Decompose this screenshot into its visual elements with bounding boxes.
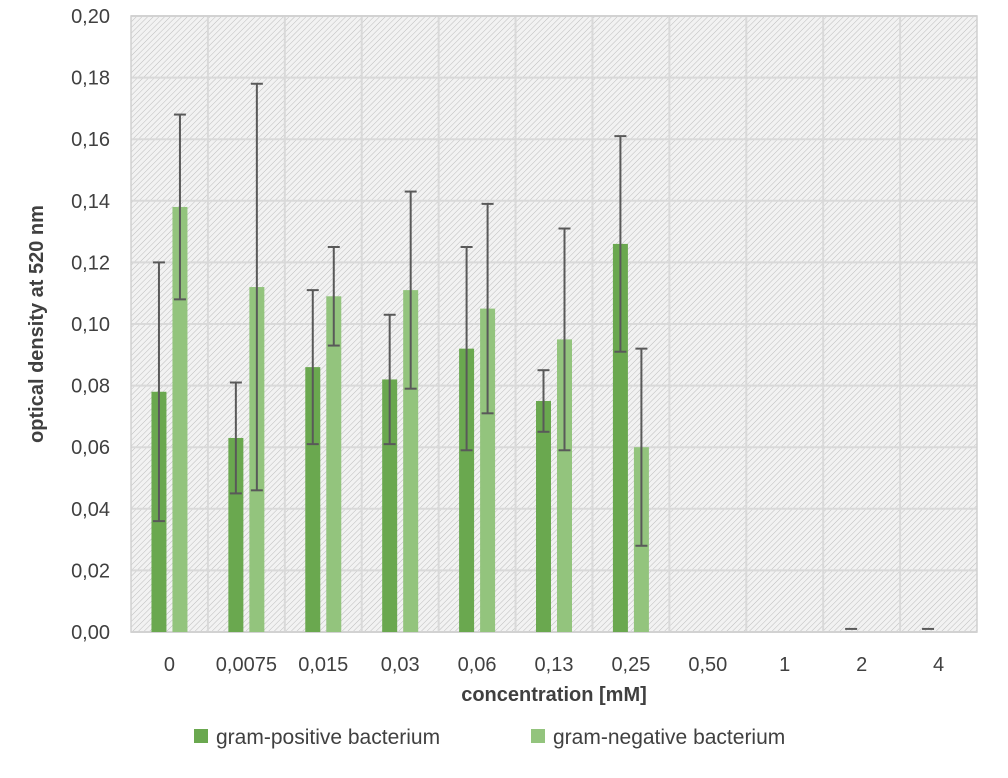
y-tick-label: 0,02 — [71, 560, 110, 582]
bar-gram-positive — [536, 401, 551, 632]
x-tick-label: 0,06 — [458, 654, 497, 676]
bar-gram-positive — [228, 437, 244, 632]
bar-gram-positive — [612, 243, 628, 633]
bar-gram-positive — [382, 379, 398, 632]
bar-gram-negative — [172, 206, 188, 632]
legend-item: gram-negative bacterium — [531, 726, 785, 749]
bar-gram-positive — [305, 367, 321, 632]
y-tick-label: 0,06 — [71, 437, 110, 459]
y-tick-label: 0,18 — [71, 68, 110, 90]
x-axis-tick-labels: 0 0,0075 0,015 0,03 0,06 0,13 0,25 0,50 1 2 4 — [164, 654, 944, 676]
y-tick-label: 0,14 — [71, 191, 110, 213]
legend-label: gram-positive bacterium — [216, 726, 440, 749]
legend-item: gram-positive bacterium — [194, 726, 440, 749]
legend-swatch — [194, 729, 208, 743]
x-tick-label: 0,03 — [381, 654, 420, 676]
x-tick-label: 0,0075 — [216, 654, 277, 676]
legend-label: gram-negative bacterium — [553, 726, 785, 749]
x-tick-label: 0,13 — [535, 654, 574, 676]
x-tick-label: 0,50 — [688, 654, 727, 676]
bar-gram-negative — [557, 339, 572, 632]
bar-gram-negative — [480, 308, 496, 632]
bar-gram-negative — [403, 290, 419, 632]
plot-area-border — [130, 15, 978, 633]
error-bars — [152, 82, 935, 630]
bar-gram-negative — [326, 296, 342, 632]
y-tick-label: 0,10 — [71, 314, 110, 336]
x-tick-label: 4 — [933, 654, 944, 676]
x-tick-label: 0,015 — [298, 654, 348, 676]
y-axis-title: optical density at 520 nm — [26, 205, 48, 443]
x-tick-label: 1 — [779, 654, 790, 676]
y-tick-label: 0,16 — [71, 129, 110, 151]
y-tick-label: 0,00 — [71, 622, 110, 644]
legend: gram-positive bacterium gram-negative bac… — [194, 726, 785, 749]
y-tick-label: 0,08 — [71, 376, 110, 398]
x-tick-label: 0,25 — [611, 654, 650, 676]
y-axis-tick-labels: 0,00 0,02 0,04 0,06 0,08 0,10 0,12 0,14 0,16 0,18… — [71, 6, 110, 644]
legend-swatch — [531, 729, 545, 743]
y-tick-label: 0,12 — [71, 252, 110, 274]
x-axis-title: concentration [mM] — [461, 684, 647, 706]
x-tick-label: 2 — [856, 654, 867, 676]
y-tick-label: 0,20 — [71, 6, 110, 28]
bar-gram-positive — [459, 348, 475, 632]
x-tick-label: 0 — [164, 654, 175, 676]
y-tick-label: 0,04 — [71, 499, 110, 521]
